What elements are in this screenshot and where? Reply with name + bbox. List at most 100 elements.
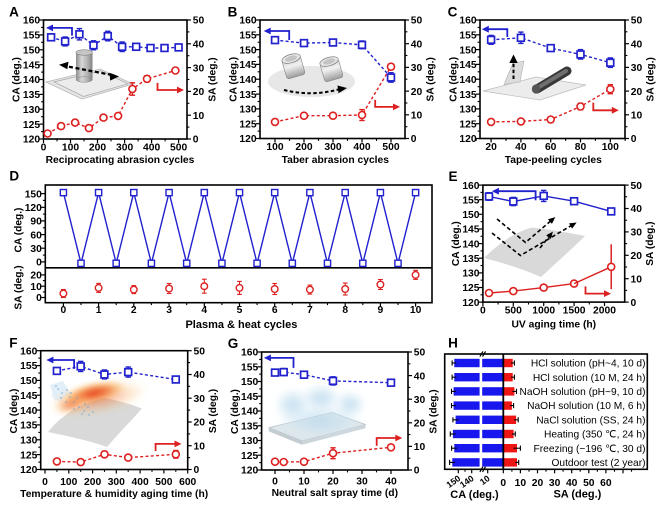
- svg-text:30: 30: [549, 478, 561, 489]
- svg-text:300: 300: [108, 477, 125, 488]
- svg-text:10: 10: [298, 476, 310, 487]
- svg-text:30: 30: [356, 476, 368, 487]
- svg-text:140: 140: [241, 407, 258, 418]
- svg-text:10: 10: [30, 282, 42, 293]
- svg-text:150: 150: [25, 189, 42, 200]
- svg-text:0: 0: [480, 306, 486, 317]
- svg-text:B: B: [228, 5, 238, 20]
- svg-text:140: 140: [459, 75, 476, 86]
- svg-text:50: 50: [583, 478, 595, 489]
- svg-text:30: 30: [411, 63, 423, 74]
- svg-text:SA (deg.): SA (deg.): [426, 57, 437, 101]
- svg-text:SA (deg.): SA (deg.): [208, 57, 219, 101]
- svg-text:120: 120: [459, 134, 476, 145]
- svg-text:60: 60: [30, 230, 42, 241]
- svg-text:0: 0: [61, 305, 67, 316]
- svg-text:Outdoor test (2 year): Outdoor test (2 year): [552, 458, 646, 469]
- svg-text:SA (deg.): SA (deg.): [553, 489, 601, 501]
- svg-text:NaOH solution (pH~9, 10 d): NaOH solution (pH~9, 10 d): [520, 387, 646, 398]
- svg-text:CA (deg.): CA (deg.): [451, 221, 462, 266]
- svg-text:20: 20: [411, 87, 423, 98]
- svg-text:155: 155: [462, 195, 479, 206]
- svg-text:1500: 1500: [563, 306, 586, 317]
- svg-text:8: 8: [342, 305, 348, 316]
- svg-text:125: 125: [239, 119, 256, 130]
- svg-text:130: 130: [459, 105, 476, 116]
- svg-text:30: 30: [631, 228, 643, 239]
- svg-text:30: 30: [414, 395, 426, 406]
- svg-text:Reciprocating abrasion cycles: Reciprocating abrasion cycles: [46, 155, 195, 166]
- svg-text:10: 10: [414, 442, 426, 453]
- svg-text:0: 0: [411, 134, 417, 145]
- svg-text:20: 20: [194, 418, 206, 429]
- svg-text:3: 3: [166, 305, 172, 316]
- svg-text:9: 9: [378, 305, 384, 316]
- svg-text:80: 80: [575, 142, 587, 153]
- svg-text:160: 160: [20, 346, 37, 357]
- svg-text:0: 0: [36, 293, 42, 304]
- svg-text:150: 150: [23, 46, 40, 57]
- svg-text:G: G: [228, 336, 239, 351]
- svg-text:60: 60: [600, 478, 612, 489]
- svg-text:40: 40: [566, 478, 578, 489]
- svg-text:40: 40: [631, 204, 643, 215]
- svg-text:500: 500: [155, 477, 172, 488]
- svg-text:160: 160: [462, 181, 479, 192]
- svg-text:40: 40: [411, 39, 423, 50]
- svg-text:160: 160: [239, 16, 256, 27]
- svg-text:130: 130: [20, 436, 37, 447]
- svg-text:40: 40: [385, 476, 397, 487]
- svg-text:HCl solution (pH~4, 10 d): HCl solution (pH~4, 10 d): [531, 359, 646, 370]
- svg-text:10: 10: [411, 111, 423, 122]
- svg-text:140: 140: [239, 75, 256, 86]
- svg-text:SA (deg.): SA (deg.): [429, 389, 440, 433]
- svg-text:CA (deg.): CA (deg.): [230, 389, 241, 434]
- svg-text:130: 130: [23, 105, 40, 116]
- svg-text:135: 135: [23, 90, 40, 101]
- svg-text:150: 150: [241, 377, 258, 388]
- svg-text:135: 135: [459, 90, 476, 101]
- svg-text:0: 0: [41, 143, 47, 154]
- svg-text:D: D: [9, 169, 19, 184]
- svg-text:20: 20: [532, 478, 544, 489]
- svg-text:20: 20: [30, 271, 42, 282]
- svg-text:20: 20: [631, 251, 643, 262]
- svg-text:50: 50: [194, 346, 206, 357]
- svg-text:0: 0: [42, 477, 48, 488]
- svg-text:155: 155: [239, 31, 256, 42]
- svg-text:400: 400: [143, 143, 160, 154]
- svg-text:NaOH solution (10 M, 6 h): NaOH solution (10 M, 6 h): [527, 401, 645, 412]
- svg-text:CA (deg.): CA (deg.): [448, 57, 459, 102]
- svg-text:50: 50: [411, 16, 423, 27]
- svg-text:100: 100: [60, 477, 77, 488]
- svg-text:135: 135: [241, 421, 258, 432]
- svg-text:155: 155: [241, 362, 258, 373]
- svg-text:140: 140: [20, 406, 37, 417]
- svg-text:120: 120: [20, 465, 37, 476]
- svg-text:A: A: [9, 5, 19, 20]
- svg-text:135: 135: [20, 421, 37, 432]
- svg-text:1000: 1000: [532, 306, 555, 317]
- svg-text:0: 0: [36, 258, 42, 269]
- svg-text:Taber abrasion cycles: Taber abrasion cycles: [282, 155, 390, 166]
- svg-text:600: 600: [179, 477, 196, 488]
- svg-text:10: 10: [631, 111, 643, 122]
- svg-text:SA (deg.): SA (deg.): [14, 265, 25, 309]
- svg-text:0: 0: [414, 466, 420, 477]
- svg-text:140: 140: [23, 75, 40, 86]
- svg-text:1: 1: [96, 305, 102, 316]
- svg-text:50: 50: [631, 16, 643, 27]
- svg-text:CA (deg.): CA (deg.): [14, 208, 25, 253]
- svg-text:300: 300: [116, 143, 133, 154]
- svg-text:90: 90: [30, 217, 42, 228]
- svg-text:SA (deg.): SA (deg.): [208, 389, 219, 433]
- svg-text:200: 200: [295, 142, 312, 153]
- svg-text:2000: 2000: [593, 306, 616, 317]
- svg-text:50: 50: [193, 16, 205, 27]
- svg-text:40: 40: [193, 40, 205, 51]
- svg-text:20: 20: [414, 419, 426, 430]
- svg-text:130: 130: [462, 269, 479, 280]
- svg-text:7: 7: [307, 305, 313, 316]
- svg-text:HCl solution (10 M, 24 h): HCl solution (10 M, 24 h): [533, 373, 646, 384]
- svg-text:10: 10: [194, 441, 206, 452]
